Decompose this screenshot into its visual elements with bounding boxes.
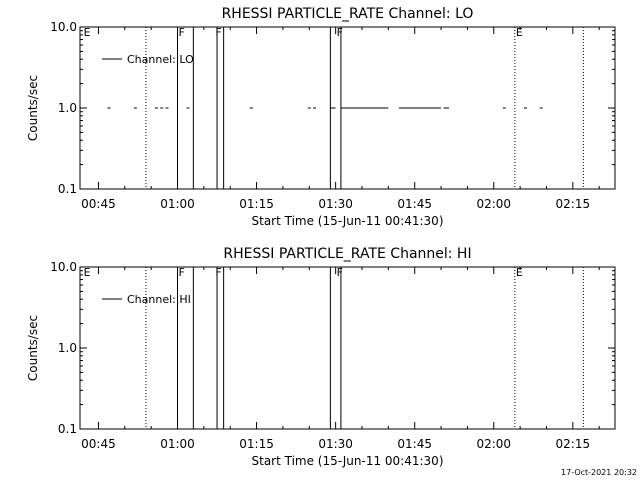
y-tick-label: 0.1 (58, 182, 77, 196)
x-tick-label: 01:15 (239, 437, 274, 451)
flag-label: E (84, 266, 91, 279)
x-tick-label: 02:15 (556, 197, 591, 211)
y-tick-label: 10.0 (50, 260, 77, 274)
x-axis-label: Start Time (15-Jun-11 00:41:30) (252, 214, 444, 228)
x-tick-label: 01:30 (318, 197, 353, 211)
y-axis-label: Counts/sec (26, 75, 40, 141)
y-axis-label: Counts/sec (26, 315, 40, 381)
flag-label: E (84, 26, 91, 39)
chart-title: RHESSI PARTICLE_RATE Channel: LO (222, 6, 474, 22)
plot-frame (79, 266, 616, 430)
flag-label: E (516, 266, 523, 279)
x-tick-label: 01:30 (318, 437, 353, 451)
x-tick-label: 01:00 (160, 197, 195, 211)
x-tick-label: 02:00 (476, 437, 511, 451)
flag-label: F (337, 266, 343, 279)
x-axis-label: Start Time (15-Jun-11 00:41:30) (252, 454, 444, 468)
y-tick-label: 1.0 (58, 341, 77, 355)
flag-label: F (179, 26, 185, 39)
chart-panel-lo: RHESSI PARTICLE_RATE Channel: LO E F F F E 0.1… (26, 6, 616, 228)
x-tick-label: 01:00 (160, 437, 195, 451)
flag-label: F (179, 266, 185, 279)
y-tick-label: 0.1 (58, 422, 77, 436)
y-tick-label: 10.0 (50, 20, 77, 34)
x-tick-label: 01:45 (397, 437, 432, 451)
flag-label: F (215, 266, 221, 279)
x-tick-label: 00:45 (81, 437, 116, 451)
x-tick-label: 01:45 (397, 197, 432, 211)
flag-label: F (337, 26, 343, 39)
x-tick-label: 02:00 (476, 197, 511, 211)
flag-label: F (215, 26, 221, 39)
x-tick-label: 02:15 (556, 437, 591, 451)
y-tick-label: 1.0 (58, 101, 77, 115)
generation-timestamp: 17-Oct-2021 20:32 (561, 468, 637, 477)
x-tick-label: 00:45 (81, 197, 116, 211)
chart-panel-hi: RHESSI PARTICLE_RATE Channel: HI E F F F E 0.1… (26, 246, 616, 468)
x-tick-label: 01:15 (239, 197, 274, 211)
legend-entry: Channel: HI (127, 293, 191, 306)
legend-entry: Channel: LO (127, 53, 194, 66)
chart-title: RHESSI PARTICLE_RATE Channel: HI (223, 246, 471, 262)
flag-label: E (516, 26, 523, 39)
